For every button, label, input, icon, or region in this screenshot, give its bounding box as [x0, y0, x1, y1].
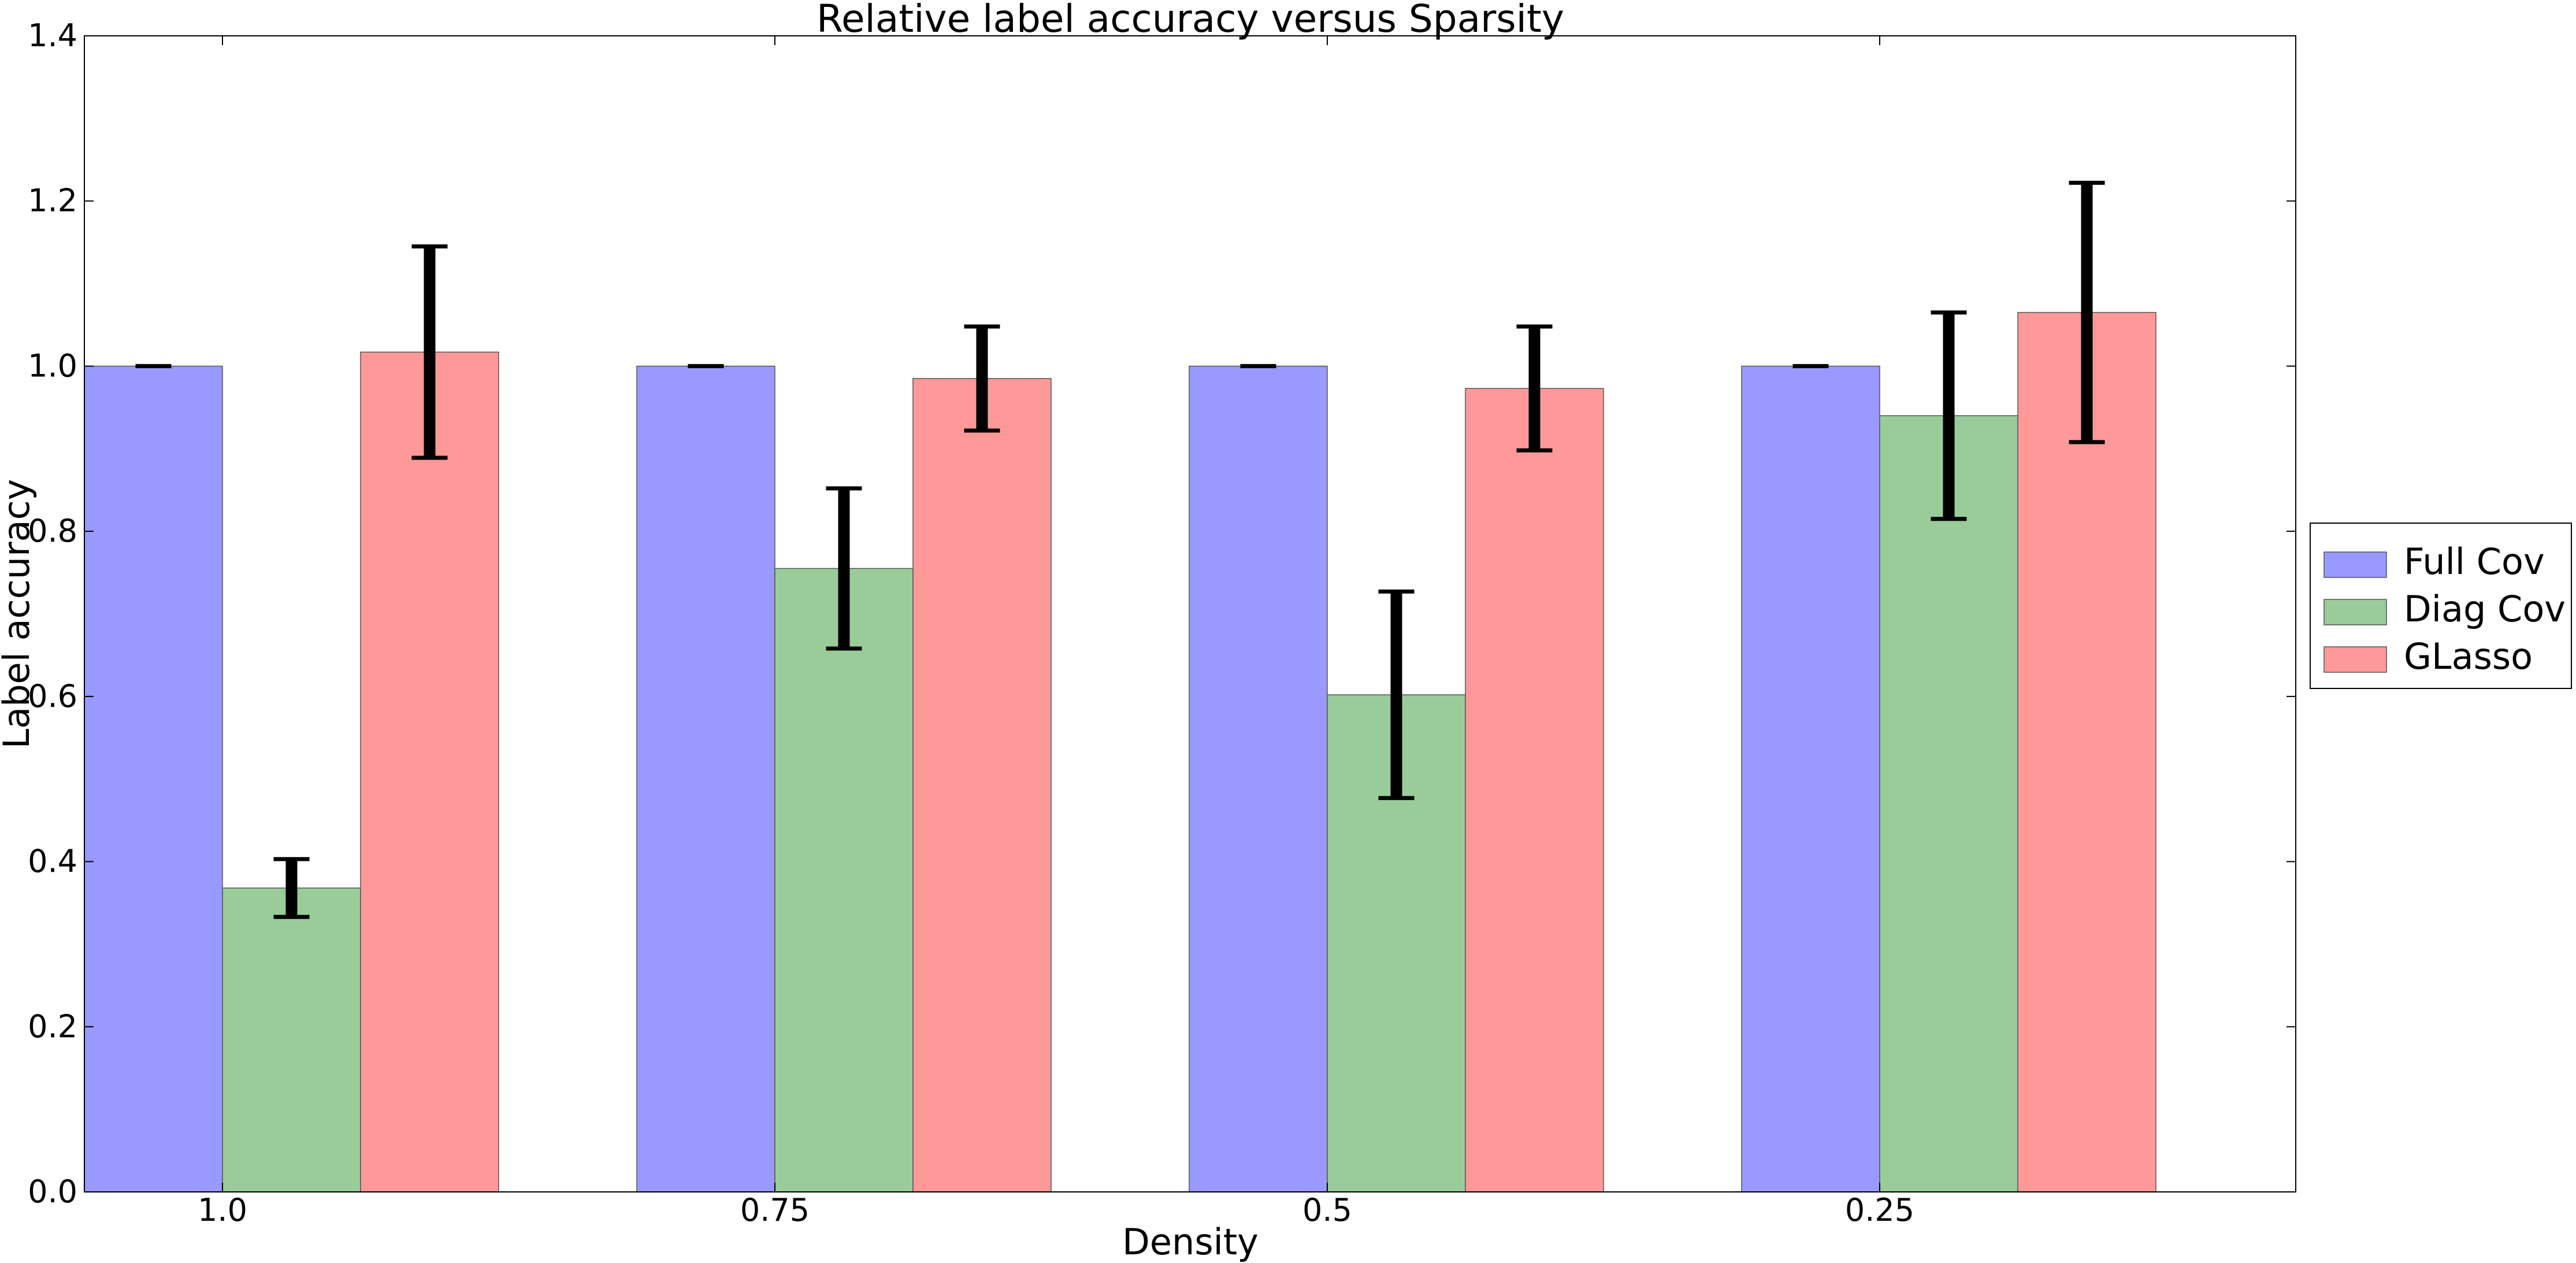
x-tick-label: 0.5 [1302, 1192, 1352, 1228]
bar-glasso [2017, 312, 2156, 1192]
bar-diag-cov [1879, 415, 2018, 1192]
legend-swatch-diag-cov [2323, 599, 2387, 625]
y-tick-label: 1.0 [28, 347, 77, 384]
x-tick-label: 0.75 [740, 1192, 810, 1228]
y-axis: 0.0 0.2 0.4 0.6 0.8 1.0 1.2 1.4 [28, 17, 2296, 1210]
bar-full-cov [84, 365, 223, 1192]
legend-label-diag-cov: Diag Cov [2404, 588, 2566, 630]
y-tick-label: 0.4 [28, 843, 77, 880]
x-axis: 1.0 0.75 0.5 0.25 [198, 36, 1914, 1228]
bar-glasso [912, 378, 1052, 1192]
legend-swatch-full-cov [2323, 551, 2387, 578]
bar-diag-cov [222, 887, 361, 1192]
legend: Full Cov Diag Cov GLasso [2310, 523, 2572, 689]
bar-glasso [1465, 388, 1604, 1192]
y-tick-label: 0.6 [28, 678, 77, 714]
y-tick-label: 1.2 [28, 183, 77, 219]
bar-full-cov [1189, 365, 1328, 1192]
bar-diag-cov [774, 568, 914, 1192]
y-axis-label: Label accuracy [0, 479, 38, 749]
y-tick-label: 0.0 [28, 1173, 77, 1210]
x-axis-label: Density [1122, 1221, 1259, 1263]
x-tick-label: 0.25 [1845, 1192, 1914, 1228]
x-tick-label: 1.0 [198, 1192, 247, 1228]
legend-swatch-glasso [2323, 646, 2387, 673]
y-tick-label: 0.8 [28, 513, 77, 549]
bar-full-cov [636, 365, 775, 1192]
legend-label-glasso: GLasso [2404, 635, 2533, 677]
bar-glasso [360, 351, 499, 1192]
bars-group [84, 312, 2156, 1192]
y-tick-label: 0.2 [28, 1008, 77, 1045]
y-tick-label: 1.4 [28, 17, 77, 54]
chart-title: Relative label accuracy versus Sparsity [816, 0, 1564, 41]
error-bars-group [135, 180, 2105, 919]
plot-frame [84, 35, 2296, 1192]
bar-full-cov [1741, 365, 1880, 1192]
legend-label-full-cov: Full Cov [2404, 540, 2545, 583]
